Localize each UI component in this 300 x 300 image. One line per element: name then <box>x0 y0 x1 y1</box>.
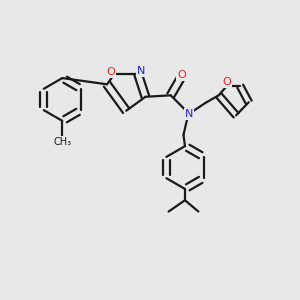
Text: N: N <box>185 109 193 119</box>
Text: O: O <box>177 70 186 80</box>
Text: CH₃: CH₃ <box>53 137 71 147</box>
Text: O: O <box>106 67 115 77</box>
Text: O: O <box>222 77 231 87</box>
Text: N: N <box>137 66 145 76</box>
